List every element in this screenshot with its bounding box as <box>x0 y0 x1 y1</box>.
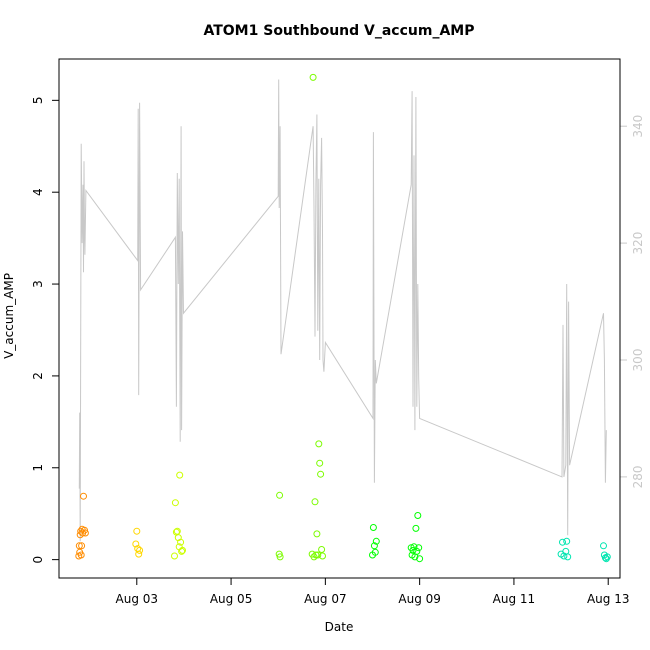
data-point <box>132 540 140 548</box>
data-point <box>559 538 566 546</box>
line-series <box>78 79 607 542</box>
data-point <box>176 471 184 479</box>
x-tick-label: Aug 03 <box>116 592 159 606</box>
y2-tick-label: 340 <box>631 115 645 138</box>
x-tick-label: Aug 05 <box>210 592 253 606</box>
data-point <box>275 550 283 558</box>
data-point <box>372 537 380 545</box>
data-point <box>80 492 87 500</box>
y-tick-label: 1 <box>31 464 45 472</box>
data-point <box>370 542 378 550</box>
plot-frame <box>58 58 621 579</box>
data-point <box>319 552 326 560</box>
y2-tick-label: 280 <box>631 465 645 488</box>
data-point <box>177 538 185 546</box>
data-point <box>413 547 421 555</box>
x-tick-label: Aug 09 <box>398 592 441 606</box>
data-point <box>77 551 85 559</box>
x-tick-label: Aug 13 <box>587 592 630 606</box>
data-point <box>136 546 144 554</box>
data-point <box>416 555 424 563</box>
data-point <box>311 498 319 506</box>
axes: Aug 03 Aug 05 Aug 07 Aug 09 Aug 11 Aug 13 0 1 2 3… <box>31 97 645 606</box>
data-point <box>564 553 572 561</box>
x-tick-label: Aug 07 <box>304 592 347 606</box>
data-point <box>179 546 186 554</box>
data-point <box>77 527 85 535</box>
right-axis-line-series <box>78 79 607 542</box>
data-point <box>318 546 326 553</box>
data-point <box>415 544 423 552</box>
data-point <box>315 440 323 448</box>
data-point <box>414 512 422 519</box>
data-point <box>409 546 417 554</box>
data-point <box>369 524 377 531</box>
data-point <box>560 552 568 560</box>
data-point <box>563 537 571 545</box>
data-point <box>276 491 284 499</box>
data-point <box>371 548 379 556</box>
data-point <box>78 542 86 550</box>
y-tick-label: 3 <box>31 280 45 288</box>
y-tick-label: 2 <box>31 372 45 380</box>
data-point <box>314 551 322 559</box>
data-point <box>317 470 325 478</box>
data-point <box>276 553 284 561</box>
y2-tick-label: 320 <box>631 232 645 255</box>
data-point <box>135 550 143 558</box>
x-axis-label: Date <box>325 620 354 634</box>
data-point <box>603 553 611 561</box>
data-point <box>412 524 420 532</box>
data-point <box>75 542 83 550</box>
data-point <box>316 459 324 467</box>
y-axis-label: V_accum_AMP <box>2 273 16 359</box>
data-point <box>178 547 186 555</box>
data-point <box>81 529 89 537</box>
y-tick-label: 5 <box>31 97 45 105</box>
data-point <box>173 527 181 535</box>
data-point <box>600 542 607 550</box>
data-point <box>312 551 320 559</box>
x-tick-label: Aug 11 <box>493 592 536 606</box>
data-point <box>171 499 179 507</box>
data-point <box>309 73 317 81</box>
scatter-points <box>75 73 611 563</box>
data-point <box>133 527 141 535</box>
y-tick-label: 4 <box>31 188 45 196</box>
data-point <box>171 552 178 560</box>
chart-title: ATOM1 Southbound V_accum_AMP <box>203 23 474 39</box>
y-tick-label: 0 <box>31 556 45 564</box>
y2-tick-label: 300 <box>631 349 645 372</box>
data-point <box>310 553 318 561</box>
data-point <box>313 530 321 538</box>
